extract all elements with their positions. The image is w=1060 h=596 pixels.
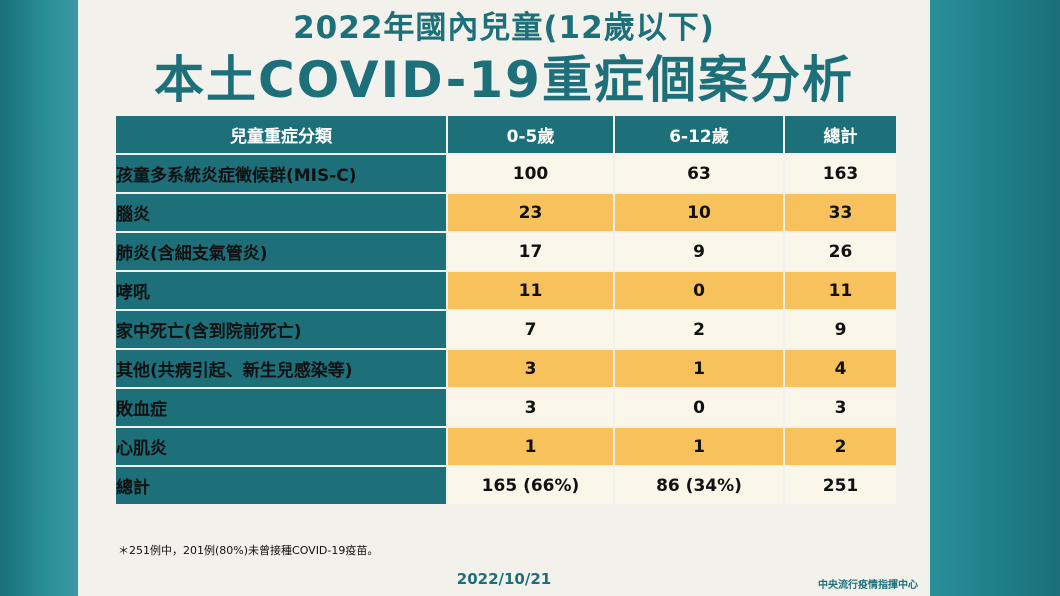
row-category: 孩童多系統炎症徵候群(MIS-C) xyxy=(116,155,446,192)
row-category: 肺炎(含細支氣管炎) xyxy=(116,233,446,270)
table-row: 家中死亡(含到院前死亡) 7 2 9 xyxy=(116,311,896,348)
header-age-6-12: 6-12歲 xyxy=(615,116,783,153)
right-background-band xyxy=(930,0,1060,596)
table-row: 腦炎 23 10 33 xyxy=(116,194,896,231)
table-total-row: 總計 165 (66%) 86 (34%) 251 xyxy=(116,467,896,504)
cell-total: 9 xyxy=(785,311,896,348)
header-category: 兒童重症分類 xyxy=(116,116,446,153)
cell-age-6-12: 0 xyxy=(615,272,783,309)
cell-age-6-12: 1 xyxy=(615,350,783,387)
cell-age-0-5: 7 xyxy=(448,311,613,348)
table-row: 心肌炎 1 1 2 xyxy=(116,428,896,465)
cell-age-0-5: 3 xyxy=(448,350,613,387)
cell-total: 33 xyxy=(785,194,896,231)
table-header-row: 兒童重症分類 0-5歲 6-12歲 總計 xyxy=(116,116,896,153)
slide: 2022年國內兒童(12歲以下) 本土COVID-19重症個案分析 兒童重症分類… xyxy=(78,0,930,596)
row-category: 敗血症 xyxy=(116,389,446,426)
row-category: 心肌炎 xyxy=(116,428,446,465)
cell-total: 4 xyxy=(785,350,896,387)
cell-age-6-12: 86 (34%) xyxy=(615,467,783,504)
title-line-2: 本土COVID-19重症個案分析 xyxy=(154,51,854,109)
cell-age-0-5: 3 xyxy=(448,389,613,426)
cell-age-6-12: 0 xyxy=(615,389,783,426)
row-category: 腦炎 xyxy=(116,194,446,231)
header-age-0-5: 0-5歲 xyxy=(448,116,613,153)
table-row: 敗血症 3 0 3 xyxy=(116,389,896,426)
cell-age-0-5: 11 xyxy=(448,272,613,309)
cell-age-6-12: 10 xyxy=(615,194,783,231)
cell-age-0-5: 100 xyxy=(448,155,613,192)
table-row: 孩童多系統炎症徵候群(MIS-C) 100 63 163 xyxy=(116,155,896,192)
header-total: 總計 xyxy=(785,116,896,153)
row-category: 家中死亡(含到院前死亡) xyxy=(116,311,446,348)
row-category: 總計 xyxy=(116,467,446,504)
title-line-1: 2022年國內兒童(12歲以下) xyxy=(293,10,715,46)
cell-total: 251 xyxy=(785,467,896,504)
row-category: 哮吼 xyxy=(116,272,446,309)
severe-case-table: 兒童重症分類 0-5歲 6-12歲 總計 孩童多系統炎症徵候群(MIS-C) 1… xyxy=(114,114,898,506)
cell-total: 3 xyxy=(785,389,896,426)
cell-total: 26 xyxy=(785,233,896,270)
table-row: 其他(共病引起、新生兒感染等) 3 1 4 xyxy=(116,350,896,387)
table-row: 肺炎(含細支氣管炎) 17 9 26 xyxy=(116,233,896,270)
agency-name: 中央流行疫情指揮中心 xyxy=(818,580,918,591)
cell-age-6-12: 9 xyxy=(615,233,783,270)
cell-age-0-5: 17 xyxy=(448,233,613,270)
footnote: ＊251例中，201例(80%)未曾接種COVID-19疫苗。 xyxy=(118,544,379,557)
row-category: 其他(共病引起、新生兒感染等) xyxy=(116,350,446,387)
cell-total: 163 xyxy=(785,155,896,192)
cell-age-6-12: 63 xyxy=(615,155,783,192)
cell-age-6-12: 1 xyxy=(615,428,783,465)
cell-total: 2 xyxy=(785,428,896,465)
cell-total: 11 xyxy=(785,272,896,309)
left-background-band xyxy=(0,0,78,596)
cell-age-0-5: 165 (66%) xyxy=(448,467,613,504)
cell-age-0-5: 23 xyxy=(448,194,613,231)
table-row: 哮吼 11 0 11 xyxy=(116,272,896,309)
date: 2022/10/21 xyxy=(456,570,552,588)
cell-age-0-5: 1 xyxy=(448,428,613,465)
cell-age-6-12: 2 xyxy=(615,311,783,348)
